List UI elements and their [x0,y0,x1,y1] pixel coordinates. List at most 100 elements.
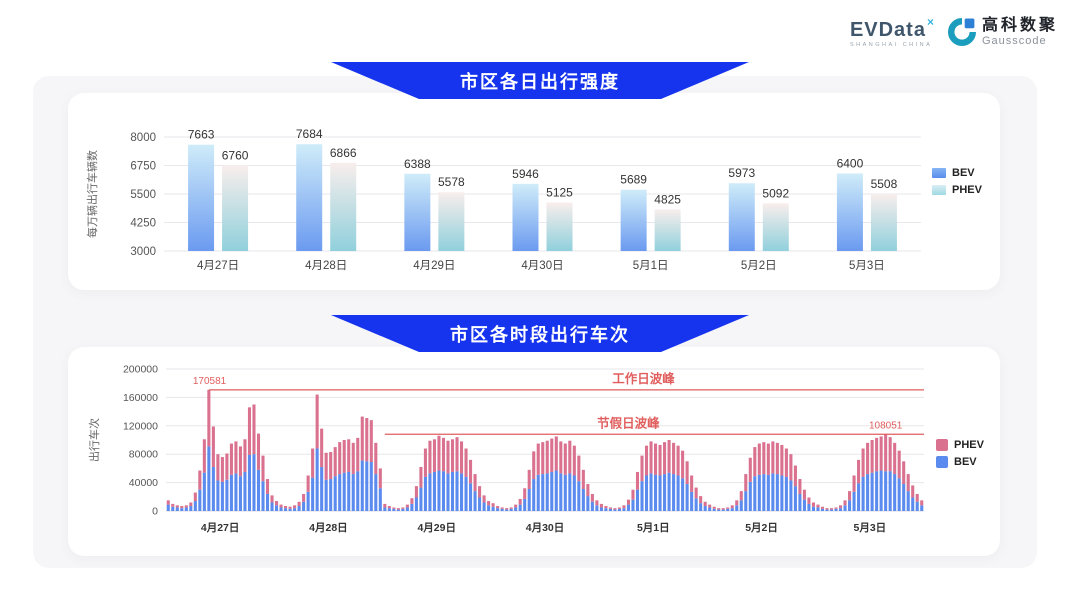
bev-bar [672,474,676,511]
bev-bar [757,474,761,511]
phev-bar [870,440,874,473]
bev-bar [229,474,233,511]
bev-bar [599,507,603,511]
bev-bar [459,473,464,511]
bev-bar [320,466,324,511]
phev-bar [911,485,915,498]
bev-bar [329,479,333,511]
bev-bar [446,473,450,511]
bev-bar [838,508,843,511]
phev-bar [721,508,725,510]
legend-label-phev: PHEV [954,439,984,451]
bev-bar [676,475,680,511]
bev-bar [414,497,418,511]
phev-bar [284,506,288,509]
y-axis-title: 出行车次 [87,418,101,462]
phev-bar [478,486,482,498]
phev-bar [685,461,689,485]
phev-value-label: 6866 [330,146,357,160]
phev-bar [744,474,748,492]
bev-bar [861,476,865,511]
phev-bar [279,504,283,508]
bev-bar [728,183,755,251]
phev-bar [762,442,766,475]
phev-bar [320,428,324,467]
phev-bar [171,503,175,507]
x-tick-label: 5月1日 [633,260,669,272]
phev-bar [414,486,418,498]
bev-bar [820,508,825,511]
bev-bar [825,509,829,511]
phev-bar [275,501,279,506]
bev-bar [275,505,279,511]
phev-bar [622,505,626,509]
bev-bar [450,471,455,511]
phev-bar [306,475,310,492]
phev-value-label: 5578 [438,175,465,189]
phev-bar [532,451,536,480]
bev-bar [265,493,270,511]
y-tick-label: 200000 [123,364,158,376]
bev-bar [514,507,518,511]
phev-bar [496,506,500,509]
bev-bar [455,471,459,511]
x-tick-label: 4月29日 [417,522,456,534]
bev-bar [888,471,892,511]
bev-bar [243,471,247,511]
phev-bar [518,498,522,505]
bev-bar [378,488,382,511]
phev-bar [784,448,788,477]
bev-bar [902,484,906,511]
bev-bar [184,507,188,511]
bev-bar [369,462,373,511]
phev-bar [667,440,671,473]
phev-bar [428,440,432,474]
phev-bar [329,452,333,480]
phev-bar [432,439,436,472]
bev-bar [699,503,703,511]
phev-bar [252,404,256,455]
phev-bar [852,475,856,492]
phev-bar [198,470,202,490]
phev-bar [559,441,563,474]
bev-bar [884,471,888,511]
bev-bar [608,508,612,511]
x-tick-label: 4月28日 [305,260,347,272]
gausscode-logo: 高科数聚 Gausscode [948,17,1058,47]
bev-bar [753,476,757,511]
bev-bar [568,473,572,511]
phev-bar [586,484,590,497]
phev-bar [775,442,779,475]
bev-value-label: 7684 [296,127,323,141]
bev-bar [663,474,667,511]
y-tick-label: 120000 [123,420,158,432]
phev-bar [802,489,806,500]
bev-bar [500,508,504,511]
bev-bar [649,473,653,511]
peak-value-label: 170581 [193,376,227,387]
bev-bar [284,508,288,511]
phev-bar [302,493,306,502]
phev-bar [897,450,901,479]
bev-bar [554,470,558,511]
phev-value-label: 4825 [654,192,681,206]
bev-bar [523,498,527,511]
phev-bar [663,442,667,475]
phev-bar [229,443,233,475]
bev-bar [356,471,360,511]
phev-bar [180,506,184,509]
bev-bar [550,471,554,511]
phev-bar [654,209,681,251]
bev-bar [685,484,689,511]
bev-bar [512,183,539,251]
phev-bar [879,436,883,471]
hourly-trips-legend: PHEV BEV [936,439,984,468]
phev-bar [690,475,694,492]
bev-bar [487,505,491,511]
phev-bar [793,465,797,487]
bev-bar [441,471,446,511]
phev-bar [396,508,400,510]
bev-bar [279,507,283,511]
bev-bar [920,505,924,511]
bev-bar [496,508,500,511]
